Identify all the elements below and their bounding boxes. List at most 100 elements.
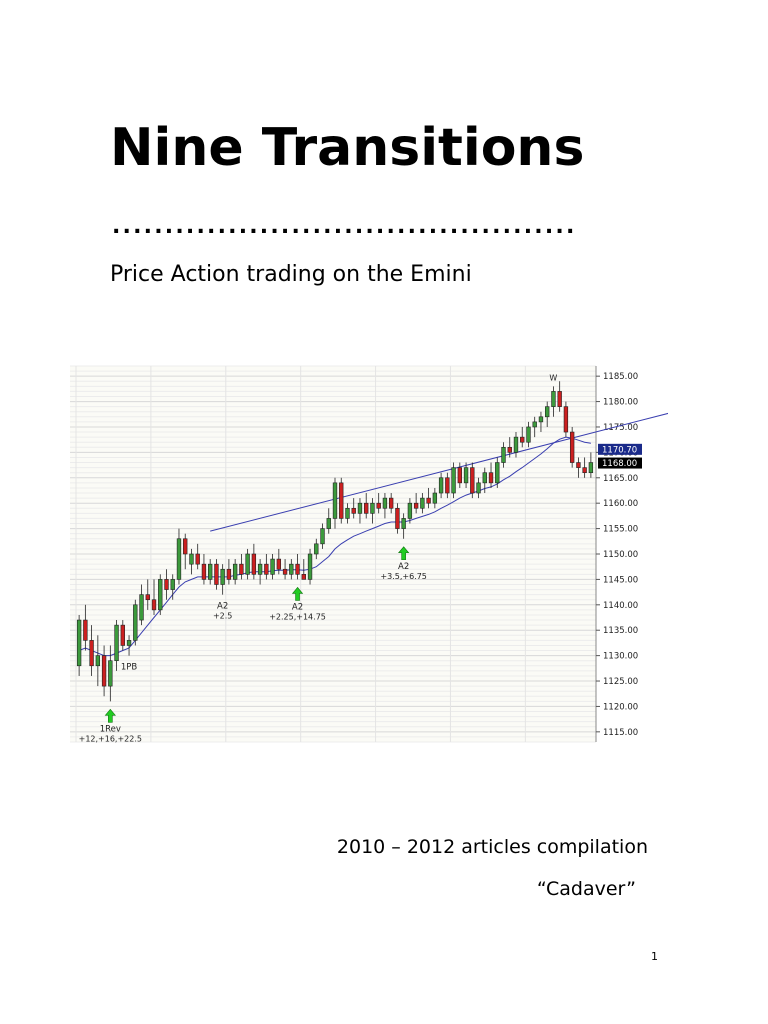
y-tick-label: 1185.00 — [603, 372, 638, 382]
candle-body — [183, 538, 188, 555]
candle-body — [201, 563, 207, 580]
candle-body — [339, 482, 344, 519]
candle-body — [576, 462, 581, 468]
candle-body — [295, 563, 300, 575]
candle-body — [139, 594, 144, 621]
candle-body — [395, 507, 400, 529]
annotation-sublabel: +2.25,+14.75 — [269, 612, 326, 621]
candle-body — [214, 563, 219, 585]
candle-body — [326, 518, 331, 529]
candle-body — [220, 568, 225, 585]
candle-body — [289, 563, 294, 575]
candle-body — [83, 619, 88, 641]
annotation-sublabel: +3.5,+6.75 — [380, 572, 426, 581]
candle-body — [251, 553, 257, 575]
document-subtitle: Price Action trading on the Emini — [110, 262, 472, 287]
candle-body — [270, 558, 275, 575]
candle-body — [569, 431, 575, 463]
candle-body — [532, 421, 537, 428]
candle-body — [232, 563, 238, 580]
candle-body — [158, 579, 163, 611]
candle-body — [488, 472, 494, 484]
candle-body — [320, 528, 325, 545]
candle-body — [164, 579, 169, 590]
y-tick-label: 1150.00 — [603, 550, 638, 560]
y-tick-label: 1160.00 — [603, 499, 638, 509]
candle-body — [563, 406, 569, 433]
candle-body — [495, 462, 500, 484]
candle-body — [476, 482, 481, 494]
compilation-note: 2010 – 2012 articles compilation — [336, 836, 648, 858]
candle-body — [520, 436, 525, 443]
candle-body — [426, 497, 431, 504]
author-name: “Cadaver” — [536, 878, 636, 900]
candle-body — [276, 558, 282, 570]
candle-body — [120, 624, 125, 646]
candle-body — [470, 467, 475, 494]
candle-body — [370, 502, 375, 514]
candle-body — [501, 446, 506, 463]
candle-body — [108, 660, 113, 687]
y-tick-label: 1125.00 — [603, 677, 638, 687]
up-arrow-icon — [104, 708, 116, 723]
y-tick-label: 1180.00 — [603, 398, 638, 408]
candle-body — [545, 406, 550, 418]
annotation-label: 1PB — [121, 663, 138, 673]
candle-body — [195, 553, 200, 565]
candle-body — [226, 568, 232, 580]
candle-body — [507, 446, 512, 453]
annotation-label: A2 — [292, 602, 303, 612]
price-tag-box — [598, 443, 642, 455]
candle-body — [145, 594, 150, 601]
candle-body — [76, 619, 82, 667]
candle-body — [264, 563, 269, 575]
candle-body — [438, 477, 444, 494]
up-arrow-icon — [398, 546, 410, 561]
candle-body — [351, 507, 356, 514]
candle-body — [432, 492, 438, 504]
candle-body — [307, 553, 313, 580]
candle-body — [445, 477, 450, 494]
candle-body — [388, 497, 394, 509]
candle-body — [582, 467, 587, 474]
candle-body — [551, 391, 556, 407]
price-tag-label: 1170.70 — [602, 445, 637, 455]
candle-body — [170, 579, 175, 590]
candle-body — [482, 472, 487, 484]
candle-body — [557, 391, 562, 407]
candle-body — [451, 467, 456, 494]
annotation-label: A2 — [217, 602, 228, 612]
candle-body — [413, 502, 419, 509]
candle-body — [526, 426, 531, 443]
candle-body — [332, 482, 338, 519]
candle-body — [133, 604, 138, 641]
annotation-label: W — [549, 373, 557, 382]
candle-body — [301, 574, 306, 580]
y-tick-label: 1175.00 — [603, 423, 638, 433]
candle-body — [176, 538, 182, 580]
candle-body — [239, 563, 244, 575]
dotted-separator: ........................................… — [112, 214, 577, 239]
annotation-label: 1Rev — [100, 724, 121, 734]
price-chart: 1185.001180.001175.001170.001165.001160.… — [68, 362, 685, 746]
candle-body — [208, 563, 213, 580]
candle-body — [588, 462, 594, 474]
document-title: Nine Transitions — [110, 118, 585, 178]
candle-body — [314, 543, 319, 555]
candle-body — [126, 640, 132, 646]
candlestick-chart-svg: 1185.001180.001175.001170.001165.001160.… — [68, 362, 685, 746]
candle-body — [407, 502, 413, 519]
candle-body — [189, 553, 194, 565]
y-tick-label: 1145.00 — [603, 575, 638, 585]
candle-body — [257, 563, 263, 575]
candle-body — [538, 416, 544, 423]
y-tick-label: 1130.00 — [603, 652, 638, 662]
candle-body — [463, 467, 469, 484]
candle-body — [101, 655, 107, 687]
candle-body — [401, 518, 406, 529]
price-tag-label: 1168.00 — [602, 459, 637, 469]
up-arrow-icon — [291, 586, 304, 601]
candle-body — [513, 436, 519, 453]
y-tick-label: 1140.00 — [603, 601, 638, 611]
annotation-sublabel: +12,+16,+22.5 — [79, 734, 142, 743]
